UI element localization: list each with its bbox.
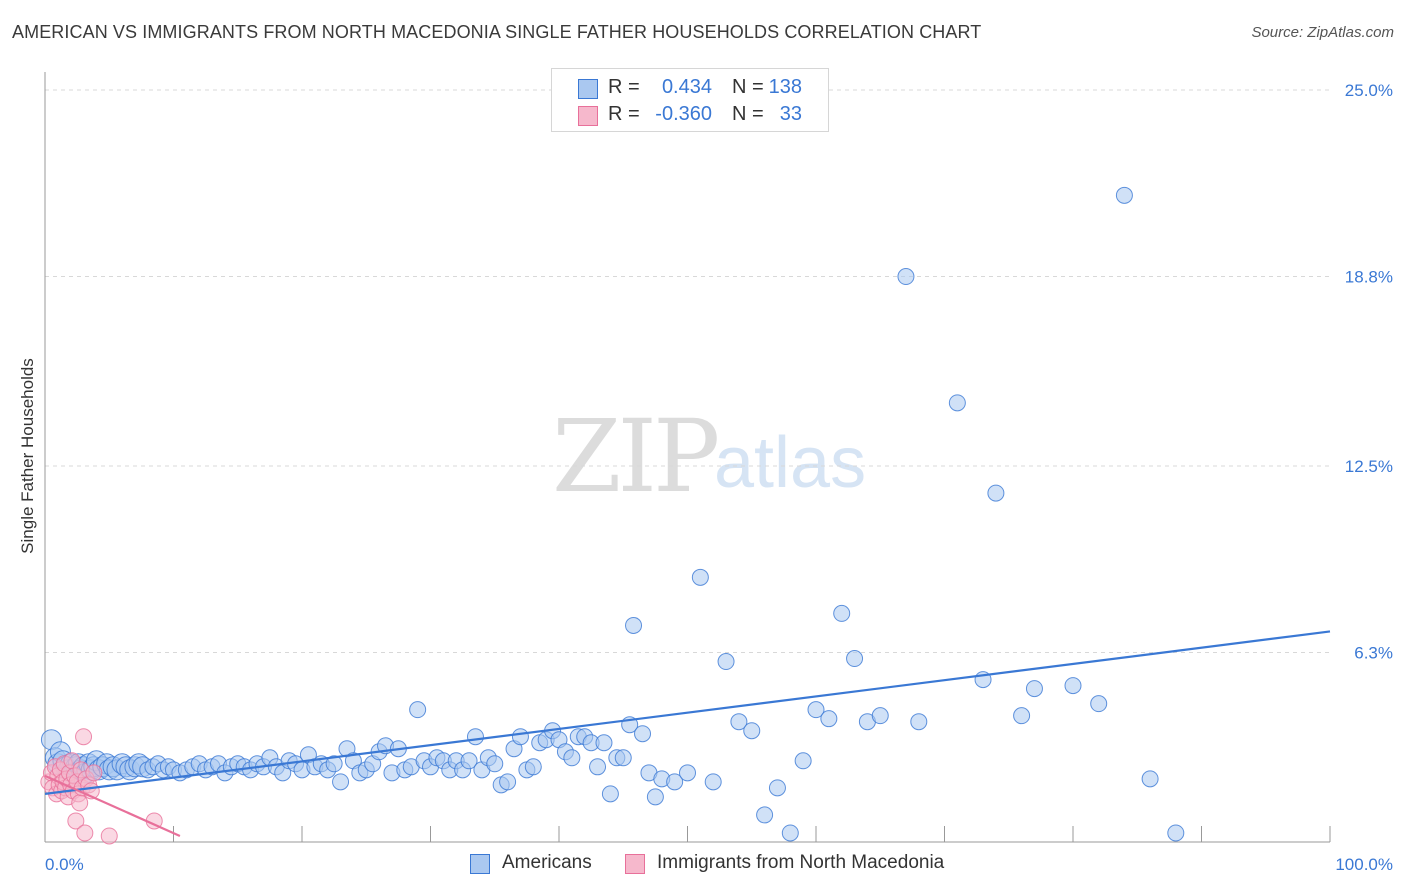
source-label: Source: ZipAtlas.com	[1251, 24, 1394, 41]
y-tick-label: 18.8%	[1345, 268, 1393, 287]
american-point	[910, 713, 928, 731]
american-point	[807, 701, 825, 719]
american-point	[846, 650, 864, 668]
american-point	[325, 755, 343, 773]
immigrant-point	[75, 728, 93, 746]
watermark-zip: ZIP	[552, 398, 720, 515]
american-point	[1141, 770, 1159, 788]
americans-legend-swatch	[470, 854, 490, 874]
american-point	[1167, 824, 1185, 842]
y-tick-label: 25.0%	[1345, 81, 1393, 100]
american-point	[589, 758, 607, 776]
y-tick-label: 12.5%	[1345, 457, 1393, 476]
immigrants-swatch	[578, 106, 598, 126]
american-point	[625, 616, 643, 634]
x-tick-label: 100.0%	[1335, 855, 1393, 874]
american-point	[409, 701, 427, 719]
american-point	[679, 764, 696, 782]
immigrants-legend-swatch	[625, 854, 646, 874]
american-point	[704, 773, 722, 791]
american-point	[499, 773, 517, 791]
r-value: 0.434	[661, 76, 712, 98]
r-label: R =	[608, 76, 640, 98]
american-point	[332, 773, 350, 791]
axis-layer	[44, 72, 1331, 843]
american-point	[833, 604, 851, 622]
american-point	[1115, 186, 1133, 204]
points-layer	[40, 186, 1185, 845]
american-point	[691, 568, 709, 586]
immigrants-legend-label: Immigrants from North Macedonia	[657, 852, 945, 873]
american-point	[987, 484, 1005, 502]
american-point	[646, 788, 664, 806]
american-point	[717, 653, 735, 671]
chart-title: AMERICAN VS IMMIGRANTS FROM NORTH MACEDO…	[12, 22, 982, 42]
american-point	[466, 728, 484, 746]
r-label: R =	[608, 103, 640, 125]
american-point	[743, 722, 761, 740]
series-legend: Americans Immigrants from North Macedoni…	[470, 852, 972, 876]
n-label: N =	[732, 103, 764, 125]
american-point	[871, 707, 889, 725]
american-point	[897, 268, 915, 286]
americans-swatch	[578, 79, 598, 99]
american-point	[794, 752, 812, 770]
american-point	[614, 749, 632, 767]
tick-label-layer: 6.3% 12.5% 18.8% 25.0% 0.0% 100.0%	[45, 81, 1393, 874]
n-value: 138	[768, 76, 802, 98]
americans-legend-label: Americans	[502, 852, 592, 873]
american-point	[1090, 695, 1108, 713]
trend-layer	[44, 630, 1331, 837]
n-value: 33	[779, 103, 802, 125]
immigrants-trend-line	[44, 774, 181, 837]
n-label: N =	[732, 76, 764, 98]
american-point	[768, 779, 786, 797]
american-point	[756, 806, 774, 824]
immigrant-point	[67, 812, 85, 830]
american-point	[666, 773, 684, 791]
grid-layer	[45, 89, 1330, 654]
american-point	[1064, 677, 1082, 695]
legend-item-immigrants[interactable]: Immigrants from North Macedonia	[625, 852, 944, 874]
watermark-atlas: atlas	[714, 423, 867, 503]
american-point	[601, 785, 619, 803]
r-value: -0.360	[655, 103, 712, 125]
american-point	[948, 394, 966, 412]
american-point	[1025, 680, 1043, 698]
immigrant-point	[85, 764, 103, 782]
american-point	[460, 752, 478, 770]
x-tick-label: 0.0%	[45, 855, 84, 874]
american-point	[595, 734, 613, 752]
american-point	[1013, 707, 1031, 725]
american-point	[563, 749, 581, 767]
americans-trend-line	[44, 630, 1331, 795]
american-point	[486, 755, 504, 773]
american-point	[820, 710, 838, 728]
american-point	[730, 713, 748, 731]
immigrant-point	[76, 824, 94, 842]
immigrant-point	[100, 827, 118, 845]
american-point	[511, 728, 529, 746]
correlation-legend: R = 0.434 N = 138 R = -0.360 N = 33	[551, 68, 829, 132]
american-point	[781, 824, 799, 842]
immigrant-point	[71, 794, 89, 812]
legend-row-immigrants: R = -0.360 N = 33	[552, 102, 828, 128]
american-point	[634, 725, 652, 743]
legend-item-americans[interactable]: Americans	[470, 852, 592, 874]
y-tick-label: 6.3%	[1354, 644, 1393, 663]
y-axis-label: Single Father Households	[18, 358, 37, 554]
legend-row-americans: R = 0.434 N = 138	[552, 75, 828, 101]
american-point	[524, 758, 542, 776]
